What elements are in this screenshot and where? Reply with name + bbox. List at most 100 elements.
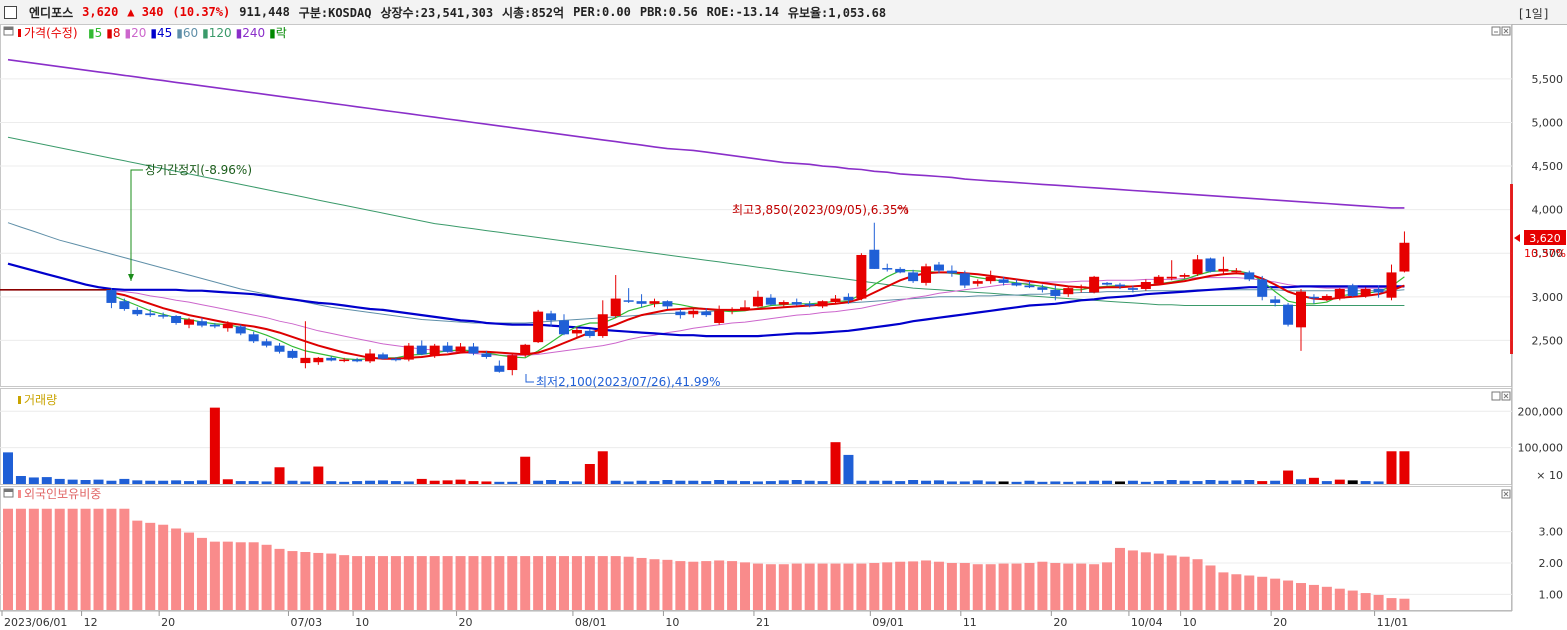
candle-body — [675, 311, 686, 316]
pane-close-icon[interactable] — [1501, 26, 1511, 36]
foreign-ratio-bar — [416, 556, 427, 610]
volume-bar — [1334, 479, 1345, 484]
foreign-ratio-bar — [1360, 593, 1371, 610]
foreign-ratio-bar — [80, 508, 91, 610]
volume-bar — [1347, 480, 1358, 484]
high-annotation-text: 최고3,850(2023/09/05),6.35% — [732, 203, 909, 217]
volume-bar — [817, 481, 828, 484]
select-checkbox[interactable] — [4, 5, 17, 19]
ma-legend[interactable]: ▮5 ▮8 ▮20 ▮45 ▮60 ▮120 ▮240 ▮락 — [88, 26, 287, 40]
volume-bar — [416, 478, 427, 484]
period-selector[interactable]: [1일] — [1517, 7, 1550, 21]
volume-legend: 거래량 — [18, 393, 57, 407]
candle-body — [791, 302, 802, 305]
candle-body — [429, 345, 440, 357]
foreign-pane-close-icon[interactable] — [1501, 489, 1511, 499]
foreign-ratio-bar — [533, 556, 544, 610]
volume-bar — [533, 480, 544, 484]
volume-pane-minimize-icon[interactable] — [1491, 391, 1501, 401]
volume-legend-label[interactable]: 거래량 — [24, 393, 57, 407]
foreign-ratio-bar — [908, 561, 919, 610]
candle-body — [132, 309, 143, 315]
foreign-ratio-bar — [597, 556, 608, 610]
x-axis-label: 11 — [963, 616, 977, 629]
volume-bar — [882, 480, 893, 484]
candle-body — [1296, 291, 1306, 328]
candle-body — [1360, 288, 1371, 296]
ma-legend-5[interactable]: ▮5 — [88, 26, 102, 40]
foreign-ratio-bar — [1153, 553, 1164, 610]
ma-legend-120[interactable]: ▮120 — [202, 26, 232, 40]
candle-body — [158, 315, 169, 317]
last-price-label: 3,620 — [1529, 232, 1561, 245]
candle-body — [843, 296, 854, 301]
halt-annotation: 장기간정지(-8.96%) — [128, 163, 252, 281]
ma-legend-240[interactable]: ▮240 — [236, 26, 266, 40]
foreign-ratio-bar — [274, 548, 285, 610]
market-cap: 시총:852억 — [502, 5, 565, 20]
ma-legend-60[interactable]: ▮60 — [176, 26, 198, 40]
volume-bar — [1127, 480, 1138, 484]
trade-volume: 911,448 — [239, 5, 290, 19]
candle-body — [300, 357, 311, 364]
ma-legend-20[interactable]: ▮20 — [125, 26, 147, 40]
volume-bar — [171, 480, 182, 484]
candle-body — [946, 270, 957, 274]
x-axis-label: 20 — [1273, 616, 1287, 629]
volume-bar — [3, 452, 13, 484]
volume-bar — [119, 478, 130, 484]
foreign-ratio-bar — [1373, 594, 1384, 610]
ma-legend-8[interactable]: ▮8 — [106, 26, 120, 40]
pbr-value: PBR:0.56 — [639, 5, 698, 19]
x-axis-label: 09/01 — [872, 616, 904, 629]
ma-legend-45[interactable]: ▮45 — [150, 26, 172, 40]
volume-bar — [830, 442, 841, 484]
candle-body — [235, 326, 246, 334]
ma-legend-락[interactable]: ▮락 — [269, 26, 287, 40]
volume-bar — [1140, 481, 1151, 484]
volume-bar — [688, 480, 699, 484]
volume-bar — [791, 480, 802, 484]
foreign-pane-menu-icon[interactable] — [3, 488, 14, 498]
volume-bar — [1037, 481, 1048, 484]
candle-body — [1063, 288, 1074, 295]
x-axis-label: 21 — [756, 616, 770, 629]
last-price-marker: 3,620 10.37% — [1510, 184, 1566, 354]
volume-bar — [701, 481, 712, 484]
price-axis-tick: 5,000 — [1532, 116, 1564, 129]
foreign-ratio-bar — [54, 508, 65, 610]
candle-body — [752, 296, 763, 307]
market-type: 구분:KOSDAQ — [298, 5, 372, 20]
pane-minimize-icon[interactable] — [1491, 26, 1501, 36]
candle-body — [1037, 287, 1048, 290]
pane-menu-icon[interactable] — [3, 26, 14, 36]
foreign-ratio-bar — [1102, 562, 1113, 610]
candle-body — [623, 300, 634, 302]
foreign-ratio-bar — [571, 556, 582, 610]
volume-bar — [597, 451, 608, 484]
foreign-ratio-bar — [727, 561, 738, 610]
stock-name[interactable]: 엔디포스 — [29, 5, 74, 20]
foreign-ratio-bar — [93, 508, 104, 610]
candle-body — [1373, 288, 1384, 293]
candle-body — [145, 313, 156, 316]
candle-body — [908, 272, 919, 282]
volume-bar — [571, 481, 582, 484]
volume-pane-close-icon[interactable] — [1501, 391, 1511, 401]
foreign-ratio-bar — [3, 508, 13, 610]
x-axis-label: 2023/06/01 — [4, 616, 67, 629]
volume-bar — [468, 481, 479, 484]
x-axis-label: 08/01 — [575, 616, 607, 629]
price-legend-label[interactable]: 가격(수정) — [24, 26, 78, 40]
volume-bar — [1102, 480, 1113, 484]
foreign-ratio-bar — [1270, 578, 1281, 610]
foreign-legend-label[interactable]: 외국인보유비중 — [24, 487, 101, 501]
foreign-ratio-bar — [765, 564, 776, 610]
foreign-ratio-bar — [1283, 580, 1294, 610]
candle-body — [1166, 276, 1177, 279]
volume-pane[interactable] — [0, 388, 1512, 485]
candle-body — [1102, 282, 1113, 285]
stock-header-bar: 엔디포스 3,620 ▲ 340 (10.37%) 911,448 구분:KOS… — [0, 0, 1567, 25]
volume-bar — [313, 466, 324, 484]
foreign-ratio-bar — [1257, 576, 1268, 610]
